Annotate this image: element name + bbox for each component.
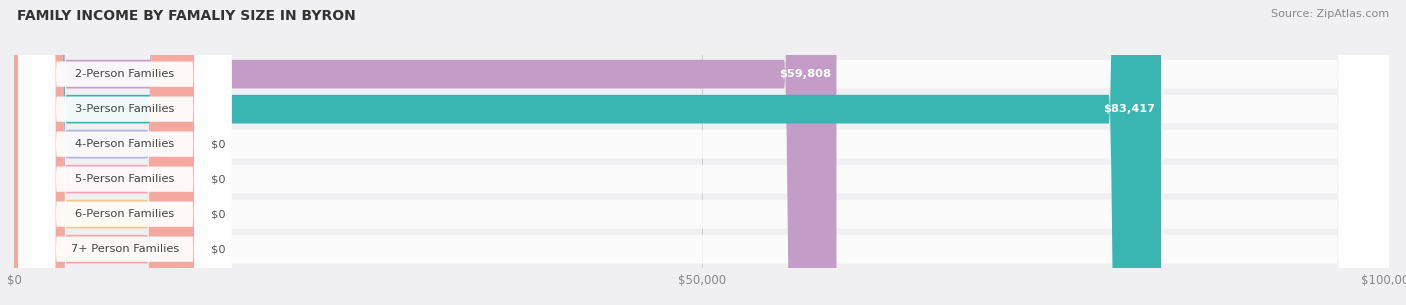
Text: 4-Person Families: 4-Person Families [75, 139, 174, 149]
Text: $0: $0 [211, 209, 225, 219]
Text: 7+ Person Families: 7+ Person Families [70, 244, 179, 254]
FancyBboxPatch shape [18, 0, 232, 305]
FancyBboxPatch shape [14, 0, 837, 305]
FancyBboxPatch shape [14, 0, 1389, 305]
FancyBboxPatch shape [14, 0, 1389, 305]
FancyBboxPatch shape [14, 0, 1389, 305]
FancyBboxPatch shape [18, 0, 232, 305]
FancyBboxPatch shape [18, 0, 232, 305]
Text: Source: ZipAtlas.com: Source: ZipAtlas.com [1271, 9, 1389, 19]
FancyBboxPatch shape [14, 0, 1389, 305]
FancyBboxPatch shape [14, 0, 200, 305]
FancyBboxPatch shape [18, 0, 232, 305]
Text: $59,808: $59,808 [779, 69, 831, 79]
FancyBboxPatch shape [14, 0, 1161, 305]
FancyBboxPatch shape [14, 0, 1389, 305]
FancyBboxPatch shape [14, 0, 1389, 305]
FancyBboxPatch shape [14, 0, 200, 305]
FancyBboxPatch shape [14, 0, 200, 305]
FancyBboxPatch shape [18, 0, 232, 305]
Text: 5-Person Families: 5-Person Families [75, 174, 174, 184]
FancyBboxPatch shape [14, 0, 200, 305]
Text: 3-Person Families: 3-Person Families [75, 104, 174, 114]
Text: 6-Person Families: 6-Person Families [75, 209, 174, 219]
Text: 2-Person Families: 2-Person Families [75, 69, 174, 79]
Text: FAMILY INCOME BY FAMALIY SIZE IN BYRON: FAMILY INCOME BY FAMALIY SIZE IN BYRON [17, 9, 356, 23]
Text: $83,417: $83,417 [1104, 104, 1156, 114]
Text: $0: $0 [211, 139, 225, 149]
Text: $0: $0 [211, 174, 225, 184]
Text: $0: $0 [211, 244, 225, 254]
FancyBboxPatch shape [18, 0, 232, 305]
